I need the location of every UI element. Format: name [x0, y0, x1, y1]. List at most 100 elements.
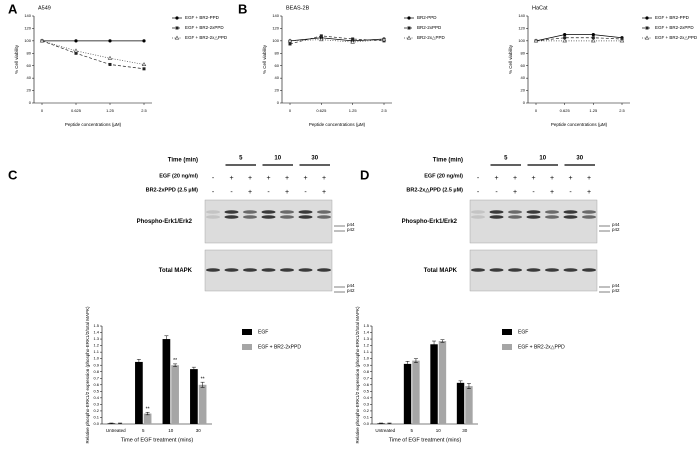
x-tick-label: 1.25 [349, 108, 358, 113]
blot-band [508, 268, 522, 272]
error-bar [413, 358, 418, 363]
peptide-sign: - [267, 189, 270, 196]
legend-label: BR2-PPD [417, 15, 437, 20]
legend-label: EGF + BR2-2x△PPD [655, 35, 698, 40]
x-tick-label: 2.5 [381, 108, 387, 113]
legend-marker [644, 35, 650, 40]
y-tick-label: 0.2 [93, 408, 99, 413]
panel-label: B [238, 1, 247, 16]
size-marker: p44 [347, 283, 355, 288]
y-tick-label: 100 [272, 38, 279, 43]
error-bar [173, 363, 178, 367]
y-tick-label: 60 [27, 63, 32, 68]
x-tick-label: 0 [535, 108, 538, 113]
x-tick-label: 1.25 [106, 108, 115, 113]
legend-swatch [242, 329, 252, 335]
y-tick-label: 0.7 [363, 375, 369, 380]
blot-band [489, 215, 504, 219]
peptide-sign: - [230, 189, 233, 196]
error-bar [200, 381, 205, 388]
bar [456, 382, 465, 424]
time-value: 10 [274, 156, 281, 162]
x-axis-label: Peptide concentrations (µM) [551, 122, 608, 127]
blot-band [206, 210, 220, 214]
x-tick-label: 1.25 [589, 108, 598, 113]
legend-label: EGF + BR2-2x△PPD [185, 35, 228, 40]
series-line [535, 34, 623, 42]
data-point [73, 48, 79, 53]
blot-band [280, 268, 294, 272]
y-tick-label: 0.8 [93, 369, 99, 374]
y-axis-label: % Cell viability [262, 44, 267, 74]
data-point [142, 39, 146, 43]
egf-label: EGF (20 ng/ml) [159, 173, 198, 179]
legend-marker [407, 26, 411, 30]
y-tick-label: 80 [275, 50, 280, 55]
error-bar [164, 335, 169, 343]
blot-band [526, 268, 541, 272]
time-value: 5 [239, 156, 243, 162]
panel-label: C [8, 167, 18, 182]
blot-band [317, 215, 331, 219]
data-point [74, 51, 78, 55]
x-tick-label: 10 [168, 428, 174, 433]
series-line [535, 37, 623, 42]
blot-band [317, 210, 331, 214]
x-tick-label: 30 [196, 428, 202, 433]
annotation: ** [173, 358, 177, 364]
blot-band [582, 210, 596, 214]
error-bar [118, 422, 123, 424]
time-value: 10 [539, 156, 546, 162]
data-point [619, 38, 625, 43]
x-tick-label: 2.5 [619, 108, 625, 113]
egf-sign: + [513, 175, 517, 182]
y-tick-label: 0.3 [93, 401, 99, 406]
bar [430, 344, 438, 424]
error-bar [432, 340, 437, 348]
y-tick-label: 120 [24, 25, 31, 30]
y-tick-label: 0.1 [363, 415, 369, 420]
panel-label: A [8, 1, 18, 16]
y-tick-label: 1.5 [363, 323, 369, 328]
y-tick-label: 120 [272, 25, 279, 30]
size-marker: p44 [347, 222, 355, 227]
data-point [319, 37, 324, 42]
blot-band [224, 210, 239, 214]
y-tick-label: 120 [518, 25, 525, 30]
y-axis-label: % Cell viability [508, 44, 513, 74]
bar [465, 386, 473, 424]
time-value: 30 [576, 156, 583, 162]
bar [403, 363, 412, 424]
error-bar [191, 366, 196, 372]
legend-label: BR2-2xPPD [417, 25, 442, 30]
bar [135, 361, 143, 424]
error-bar [405, 361, 410, 367]
blot-band [280, 215, 294, 219]
data-point [107, 55, 113, 60]
egf-sign: + [248, 175, 252, 182]
blot-band [206, 268, 220, 272]
blot-band [206, 215, 220, 219]
series-line [289, 35, 385, 45]
error-bar [466, 383, 471, 389]
y-tick-label: 0.5 [93, 388, 99, 393]
y-tick-label: 100 [518, 38, 525, 43]
error-bar [458, 380, 463, 386]
y-tick-label: 140 [272, 13, 279, 18]
egf-sign: + [531, 175, 535, 182]
egf-sign: + [285, 175, 289, 182]
x-tick-label: 5 [142, 428, 145, 433]
data-point [39, 38, 45, 43]
blot-band [298, 215, 313, 219]
blot-band [563, 268, 578, 272]
blot-band [563, 210, 578, 214]
egf-sign: + [229, 175, 233, 182]
legend-label: BR2-2x△PPD [417, 35, 445, 40]
y-tick-label: 80 [27, 50, 32, 55]
data-point [563, 36, 567, 40]
y-tick-label: 20 [521, 88, 526, 93]
data-point [350, 39, 355, 44]
y-tick-label: 1.1 [363, 349, 369, 354]
data-point [319, 34, 323, 38]
blot-band [317, 268, 331, 272]
